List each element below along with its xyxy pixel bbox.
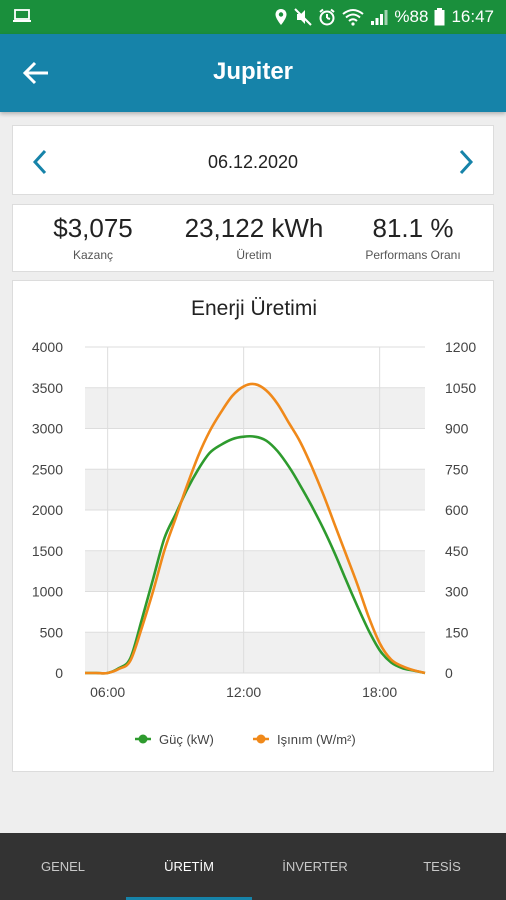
series-line-irradiance — [85, 382, 426, 675]
x-tick-label: 06:00 — [90, 684, 125, 700]
tab-genel[interactable]: GENEL — [40, 859, 86, 874]
app-bar: Jupiter — [0, 34, 506, 112]
y-left-tick-label: 500 — [40, 624, 64, 640]
legend-swatch-dot — [256, 734, 266, 744]
grid-band — [85, 469, 425, 510]
battery-percent: %88 — [394, 7, 429, 26]
series-line-power — [85, 434, 426, 675]
date-navigator: 06.12.2020 — [12, 125, 494, 195]
y-right-tick-label: 900 — [445, 421, 469, 437]
y-right-tick-label: 450 — [445, 543, 469, 559]
tab-uretim[interactable]: ÜRETİM — [126, 833, 252, 900]
y-left-tick-label: 0 — [55, 665, 63, 681]
stat-label: Performans Oranı — [365, 248, 461, 262]
stat-earnings: $3,075 Kazanç — [13, 213, 173, 262]
grid-band — [85, 550, 425, 592]
x-tick-label: 18:00 — [362, 684, 397, 700]
y-left-tick-label: 1000 — [32, 584, 63, 600]
y-right-tick-label: 0 — [445, 665, 453, 681]
y-right-tick-label: 600 — [445, 502, 469, 518]
energy-production-chart: Enerji Üretimi 4000350030002500200015001… — [32, 297, 477, 747]
y-right-tick-label: 1050 — [445, 380, 476, 396]
wifi-icon — [342, 9, 365, 26]
stat-production: 23,122 kWh Üretim — [174, 213, 334, 262]
y-left-tick-label: 3000 — [32, 421, 63, 437]
selected-date: 06.12.2020 — [207, 152, 299, 172]
location-icon — [275, 9, 287, 25]
y-left-tick-label: 2500 — [32, 461, 63, 477]
y-right-tick-label: 1200 — [445, 339, 476, 355]
y-left-tick-label: 1500 — [32, 543, 63, 559]
y-right-tick-label: 150 — [445, 624, 469, 640]
y-right-tick-label: 300 — [445, 584, 469, 600]
grid-band — [85, 387, 425, 429]
tab-inverter[interactable]: İNVERTER — [282, 859, 348, 874]
legend-label: Işınım (W/m²) — [277, 732, 356, 747]
next-day-chevron-icon[interactable] — [455, 148, 477, 176]
signal-icon — [371, 10, 388, 25]
status-bar: %88 16:47 — [0, 0, 506, 34]
page-title: Jupiter — [212, 58, 293, 85]
grid-band — [85, 632, 425, 673]
laptop-icon — [13, 9, 31, 22]
stat-label: Kazanç — [72, 248, 114, 262]
y-left-tick-label: 3500 — [32, 380, 63, 396]
bottom-tab-bar: GENEL ÜRETİM İNVERTER TESİS — [0, 833, 506, 900]
summary-stats: $3,075 Kazanç 23,122 kWh Üretim 81.1 % P… — [12, 204, 494, 272]
stat-label: Üretim — [236, 248, 272, 262]
stat-value: 81.1 % — [372, 213, 454, 243]
alarm-icon — [319, 8, 336, 26]
legend-swatch-dot — [138, 734, 148, 744]
stat-value: 23,122 kWh — [184, 213, 324, 243]
chart-title: Enerji Üretimi — [191, 297, 317, 320]
stat-performance-ratio: 81.1 % Performans Oranı — [333, 213, 493, 262]
mute-icon — [294, 8, 313, 26]
legend-label: Güç (kW) — [159, 732, 214, 747]
y-left-tick-label: 4000 — [32, 339, 63, 355]
y-left-tick-label: 2000 — [32, 502, 63, 518]
previous-day-chevron-icon[interactable] — [29, 148, 51, 176]
battery-icon — [434, 8, 445, 26]
status-icons: %88 16:47 — [274, 5, 494, 29]
x-tick-label: 12:00 — [226, 684, 261, 700]
stat-value: $3,075 — [53, 213, 133, 243]
clock: 16:47 — [451, 7, 494, 26]
energy-production-chart-card: Enerji Üretimi 4000 3500 3000 2500 2000 1500 1… — [12, 280, 494, 772]
y-right-tick-label: 750 — [445, 461, 469, 477]
tab-tesis[interactable]: TESİS — [423, 859, 461, 874]
back-arrow-icon[interactable] — [22, 60, 50, 86]
